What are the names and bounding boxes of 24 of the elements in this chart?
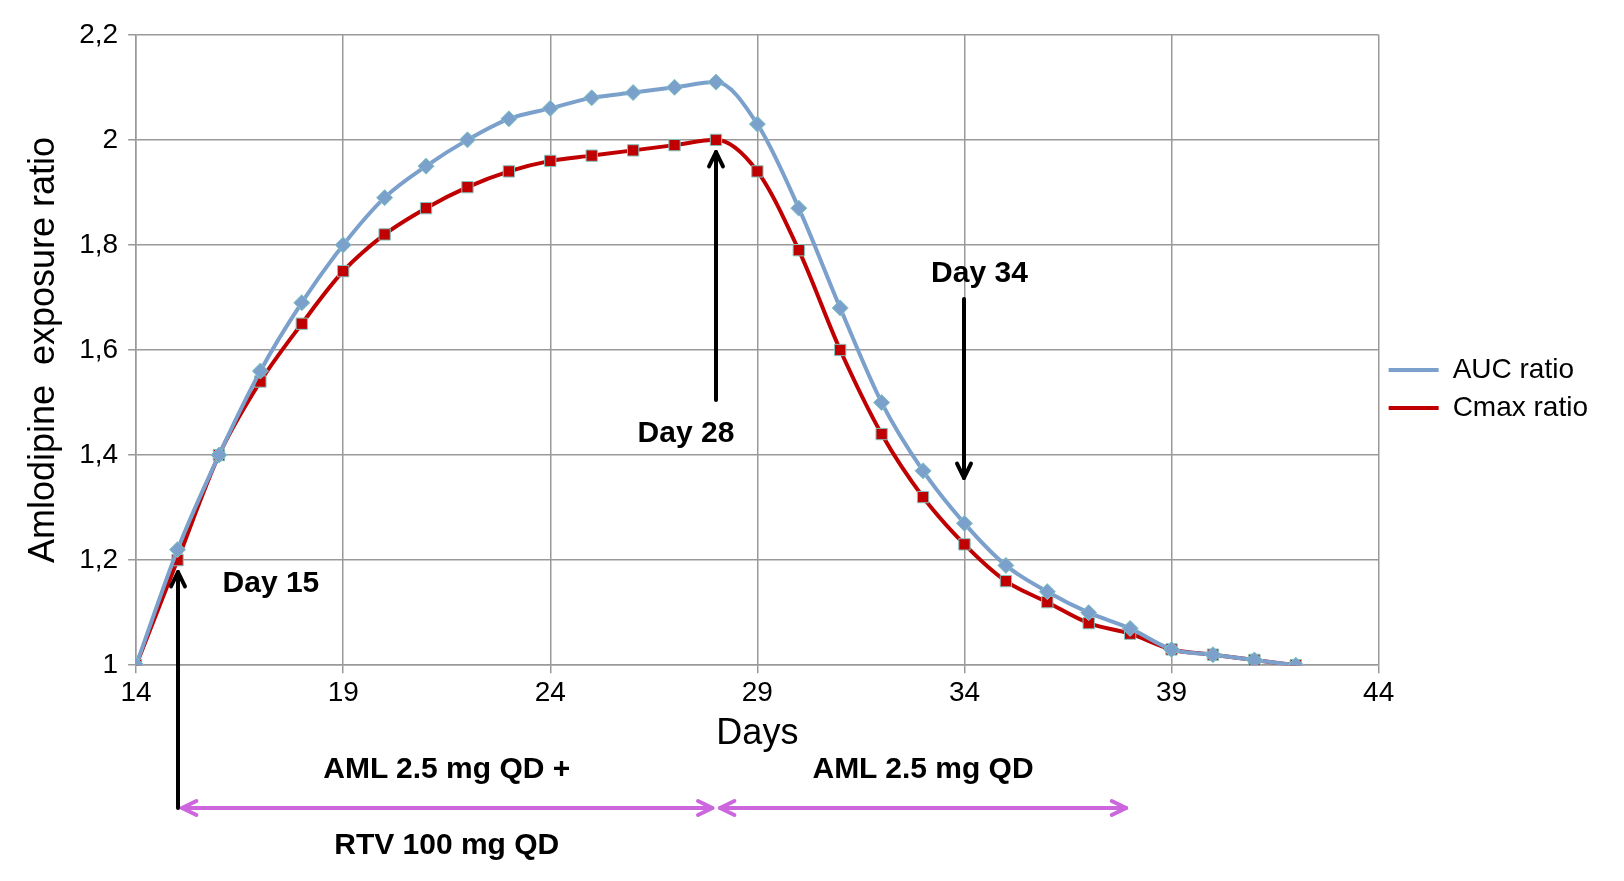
y-tick-label: 1,2 (79, 542, 119, 574)
x-tick-label: 34 (948, 675, 981, 707)
x-tick-label: 24 (534, 675, 566, 707)
y-tick-label: 1,6 (79, 332, 119, 364)
x-tick-label: 39 (1155, 675, 1188, 707)
text: AML 2.5 mg QD + (323, 751, 571, 786)
annotation: Day 34 (931, 255, 1028, 290)
y-tick-label: 2 (102, 122, 119, 154)
y-axis-title: Amlodipine exposure ratio (20, 136, 62, 564)
annotation: Day 15 (222, 565, 320, 600)
y-tick-label: 1 (102, 647, 119, 679)
x-tick-label: 29 (741, 675, 773, 707)
text: AML 2.5 mg QD (812, 751, 1034, 786)
x-tick-label: 44 (1363, 675, 1395, 707)
text: RTV 100 mg QD (334, 827, 560, 862)
y-tick-label: 2,2 (79, 17, 119, 49)
annotation: Day 28 (637, 414, 735, 449)
legend-label: AUC ratio (1452, 352, 1575, 384)
x-tick-label: 14 (120, 675, 152, 707)
y-tick-label: 1,8 (79, 227, 119, 259)
y-tick-label: 1,4 (79, 437, 119, 469)
x-tick-label: 19 (327, 675, 359, 707)
legend-label: Cmax ratio (1452, 390, 1589, 422)
x-axis-title: Days (716, 711, 799, 753)
